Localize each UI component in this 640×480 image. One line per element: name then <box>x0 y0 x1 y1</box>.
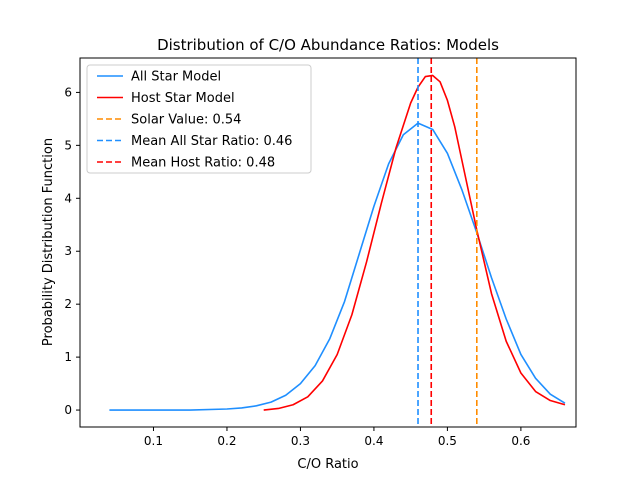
series-line-host-star-model <box>263 74 566 411</box>
y-tick-label: 1 <box>64 350 72 364</box>
legend-label-mean-all-star-ratio-0-46: Mean All Star Ratio: 0.46 <box>131 134 292 149</box>
x-tick-label: 0.3 <box>291 434 310 448</box>
legend-label-solar-value-0-54: Solar Value: 0.54 <box>131 113 241 128</box>
y-tick-label: 6 <box>64 85 72 99</box>
x-tick-label: 0.6 <box>511 434 530 448</box>
x-tick-label: 0.1 <box>144 434 163 448</box>
series-line-all-star-model <box>109 122 566 411</box>
x-tick-label: 0.4 <box>364 434 383 448</box>
y-tick-label: 3 <box>64 244 72 258</box>
legend-label-host-star-model: Host Star Model <box>131 91 235 106</box>
legend-box <box>86 64 312 174</box>
x-tick-label: 0.2 <box>217 434 236 448</box>
y-tick-label: 2 <box>64 297 72 311</box>
legend: All Star Model Host Star Model Solar Value… <box>86 64 312 174</box>
y-tick-label: 0 <box>64 403 72 417</box>
y-axis: 0 1 2 3 4 5 6 <box>64 85 80 417</box>
y-axis-label: Probability Distribution Function <box>41 138 56 346</box>
x-axis: 0.1 0.2 0.3 0.4 0.5 0.6 <box>144 427 530 448</box>
legend-label-mean-host-ratio-0-48: Mean Host Ratio: 0.48 <box>131 156 275 171</box>
x-axis-label: C/O Ratio <box>297 457 358 472</box>
plot-frame <box>79 57 577 428</box>
chart-title: Distribution of C/O Abundance Ratios: Mo… <box>157 36 499 54</box>
y-tick-label: 4 <box>64 191 72 205</box>
series-layer <box>109 74 566 411</box>
x-tick-label: 0.5 <box>438 434 457 448</box>
y-tick-label: 5 <box>64 138 72 152</box>
vlines-layer <box>417 58 478 427</box>
legend-label-all-star-model: All Star Model <box>131 70 221 85</box>
